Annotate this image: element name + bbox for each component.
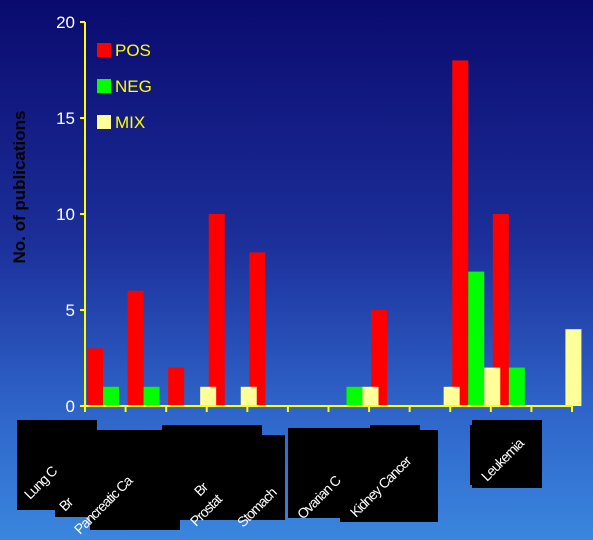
bar-neg-lung-cancer bbox=[103, 386, 119, 406]
bar-neg-lymphoma bbox=[508, 367, 525, 406]
bars-layer bbox=[87, 60, 582, 407]
legend-label-pos: POS bbox=[115, 41, 151, 60]
bar-pos-lung-cancer bbox=[87, 348, 103, 406]
legend-swatch-neg bbox=[97, 79, 111, 93]
bar-pos-brain-tumor bbox=[208, 214, 225, 406]
bar-neg-myeloma bbox=[468, 271, 485, 406]
y-tick-label-5: 5 bbox=[66, 301, 75, 320]
y-tick-label-15: 15 bbox=[56, 109, 75, 128]
bar-pos-pancreatic-cancer bbox=[168, 367, 185, 406]
bar-mix-leukemia bbox=[565, 329, 582, 406]
legend-swatch-mix bbox=[97, 115, 111, 129]
bar-mix-myeloma bbox=[484, 367, 501, 406]
y-tick-label-20: 20 bbox=[56, 13, 75, 32]
bar-mix-ovarian-cancer bbox=[362, 386, 379, 406]
bar-pos-prostate-cancer bbox=[249, 252, 266, 406]
y-tick-label-10: 10 bbox=[56, 205, 75, 224]
legend: POS NEG MIX bbox=[97, 41, 152, 132]
x-label-box-5 bbox=[225, 435, 285, 520]
legend-swatch-pos bbox=[97, 43, 111, 57]
bar-neg-ovarian-cancer bbox=[346, 386, 363, 406]
bar-mix-kidney-cancer bbox=[443, 386, 460, 406]
y-axis-label: No. of publications bbox=[10, 110, 29, 264]
legend-label-mix: MIX bbox=[115, 113, 145, 132]
bar-pos-breast-cancer bbox=[127, 290, 144, 406]
y-ticks-layer: 0 5 10 15 20 bbox=[56, 13, 85, 416]
y-tick-label-0: 0 bbox=[66, 397, 75, 416]
bar-neg-breast-cancer bbox=[143, 386, 160, 406]
bar-pos-colon-cancer bbox=[371, 310, 388, 406]
bar-mix-brain-tumor bbox=[240, 386, 257, 406]
x-label-box-11 bbox=[472, 420, 542, 488]
bar-pos-lymphoma bbox=[492, 214, 509, 406]
legend-label-neg: NEG bbox=[115, 77, 152, 96]
bar-mix-pancreatic-cancer bbox=[200, 386, 217, 406]
x-label-box-8 bbox=[340, 430, 438, 522]
bar-pos-myeloma bbox=[452, 60, 469, 407]
